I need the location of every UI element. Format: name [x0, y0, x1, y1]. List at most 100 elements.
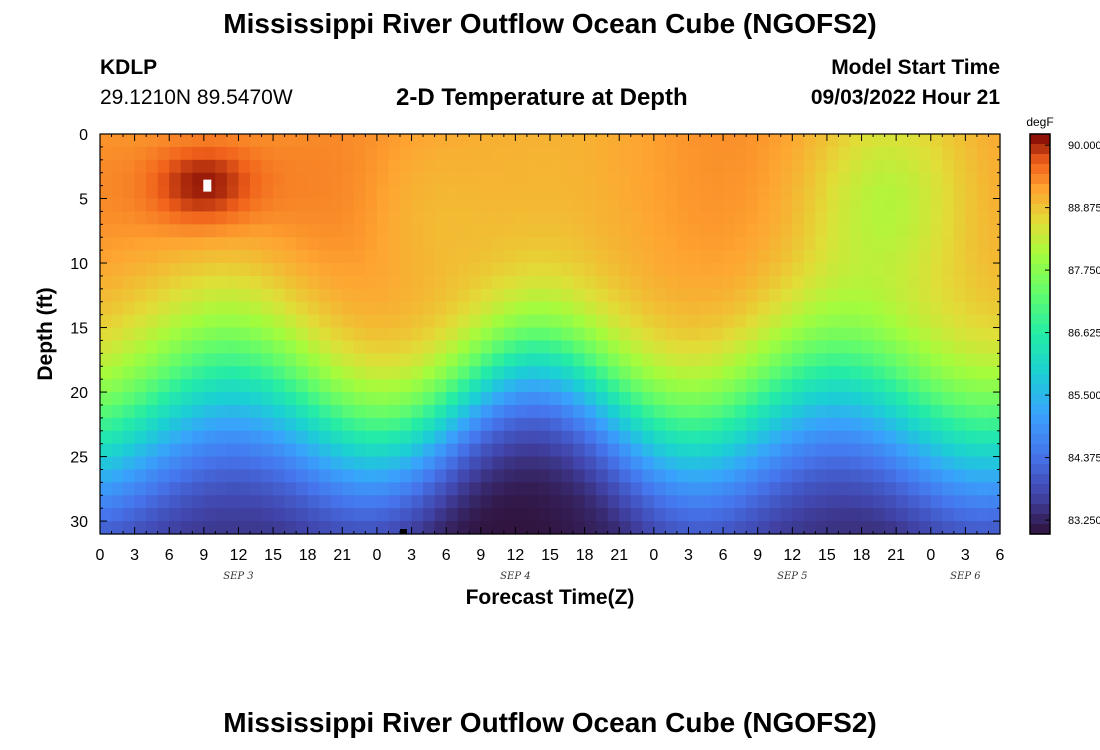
heatmap-cell: [376, 134, 390, 148]
heatmap-cell: [757, 482, 770, 496]
heatmap-cell: [723, 482, 736, 496]
heatmap-cell: [976, 456, 990, 471]
heatmap-cell: [757, 366, 770, 380]
heatmap-cell: [792, 404, 805, 419]
colorbar-segment: [1030, 514, 1050, 525]
heatmap-cell: [180, 508, 193, 522]
heatmap-cell: [919, 417, 932, 432]
heatmap-cell: [284, 185, 297, 200]
heatmap-cell: [757, 301, 770, 316]
heatmap-cell: [861, 237, 874, 251]
heatmap-cell: [700, 417, 713, 432]
heatmap-cell: [111, 301, 124, 316]
max-temperature-marker: [203, 179, 212, 192]
heatmap-cell: [353, 353, 366, 367]
heatmap-cell: [642, 237, 655, 251]
heatmap-cell: [250, 224, 263, 238]
heatmap-cell: [988, 417, 1001, 432]
heatmap-cell: [884, 172, 897, 187]
heatmap-cell: [653, 392, 666, 406]
heatmap-cell: [261, 340, 274, 354]
heatmap-cell: [757, 288, 770, 303]
x-tick-label: 6: [719, 547, 728, 564]
heatmap-cell: [492, 172, 505, 187]
heatmap-cell: [919, 392, 932, 406]
heatmap-cell: [169, 172, 182, 187]
heatmap-cell: [850, 379, 863, 393]
heatmap-cell: [619, 301, 632, 316]
heatmap-cell: [561, 495, 574, 509]
heatmap-cell: [376, 185, 390, 200]
heatmap-cell: [630, 353, 643, 367]
heatmap-cell: [642, 263, 655, 277]
heatmap-cell: [746, 275, 759, 290]
heatmap-cell: [619, 314, 632, 329]
heatmap-cell: [607, 146, 620, 161]
heatmap-cell: [353, 159, 366, 174]
heatmap-cell: [180, 237, 193, 251]
heatmap-cell: [261, 159, 274, 174]
x-tick-label: 12: [506, 547, 524, 564]
heatmap-cell: [573, 392, 586, 406]
heatmap-cell: [492, 482, 505, 496]
heatmap-cell: [723, 275, 736, 290]
heatmap-cell: [873, 340, 886, 354]
colorbar-segment: [1030, 144, 1050, 155]
heatmap-cell: [538, 134, 551, 148]
heatmap-cell: [250, 301, 263, 316]
heatmap-cell: [515, 172, 528, 187]
x-tick-label: 18: [576, 547, 594, 564]
heatmap-cell: [365, 456, 378, 471]
heatmap-cell: [953, 340, 966, 354]
heatmap-cell: [250, 146, 263, 161]
heatmap-cell: [446, 314, 459, 329]
heatmap-cell: [584, 275, 597, 290]
heatmap-cell: [250, 237, 263, 251]
heatmap-cell: [711, 275, 724, 290]
heatmap-cell: [284, 469, 297, 483]
heatmap-cell: [342, 379, 355, 393]
heatmap-cell: [515, 301, 528, 316]
heatmap-cell: [469, 301, 482, 316]
heatmap-cell: [526, 366, 540, 380]
heatmap-cell: [723, 430, 736, 445]
heatmap-cell: [469, 495, 482, 509]
heatmap-cell: [907, 327, 920, 342]
heatmap-cell: [492, 198, 505, 213]
heatmap-cell: [330, 392, 343, 406]
heatmap-cell: [884, 495, 897, 509]
heatmap-cell: [492, 353, 505, 367]
heatmap-cell: [803, 224, 816, 238]
heatmap-cell: [850, 146, 863, 161]
heatmap-cell: [296, 392, 309, 406]
heatmap-cell: [215, 198, 228, 213]
heatmap-cell: [134, 443, 147, 458]
heatmap-cell: [653, 340, 666, 354]
heatmap-cell: [711, 134, 724, 148]
heatmap-cell: [169, 146, 182, 161]
heatmap-cell: [757, 198, 770, 213]
heatmap-cell: [146, 275, 159, 290]
heatmap-cell: [457, 495, 470, 509]
heatmap-cell: [365, 288, 378, 303]
heatmap-cell: [919, 366, 932, 380]
heatmap-cell: [826, 430, 840, 445]
heatmap-cell: [192, 237, 205, 251]
heatmap-cell: [469, 224, 482, 238]
heatmap-cell: [838, 327, 851, 342]
heatmap-cell: [134, 366, 147, 380]
heatmap-cell: [330, 340, 343, 354]
heatmap-cell: [988, 185, 1001, 200]
heatmap-cell: [688, 146, 701, 161]
heatmap-cell: [226, 521, 240, 535]
heatmap-cell: [919, 134, 932, 148]
heatmap-cell: [457, 469, 470, 483]
colorbar-segment: [1030, 234, 1050, 245]
heatmap-cell: [538, 392, 551, 406]
heatmap-cell: [976, 327, 990, 342]
heatmap-cell: [146, 146, 159, 161]
heatmap-cell: [192, 430, 205, 445]
heatmap-cell: [953, 430, 966, 445]
heatmap-cell: [423, 185, 436, 200]
